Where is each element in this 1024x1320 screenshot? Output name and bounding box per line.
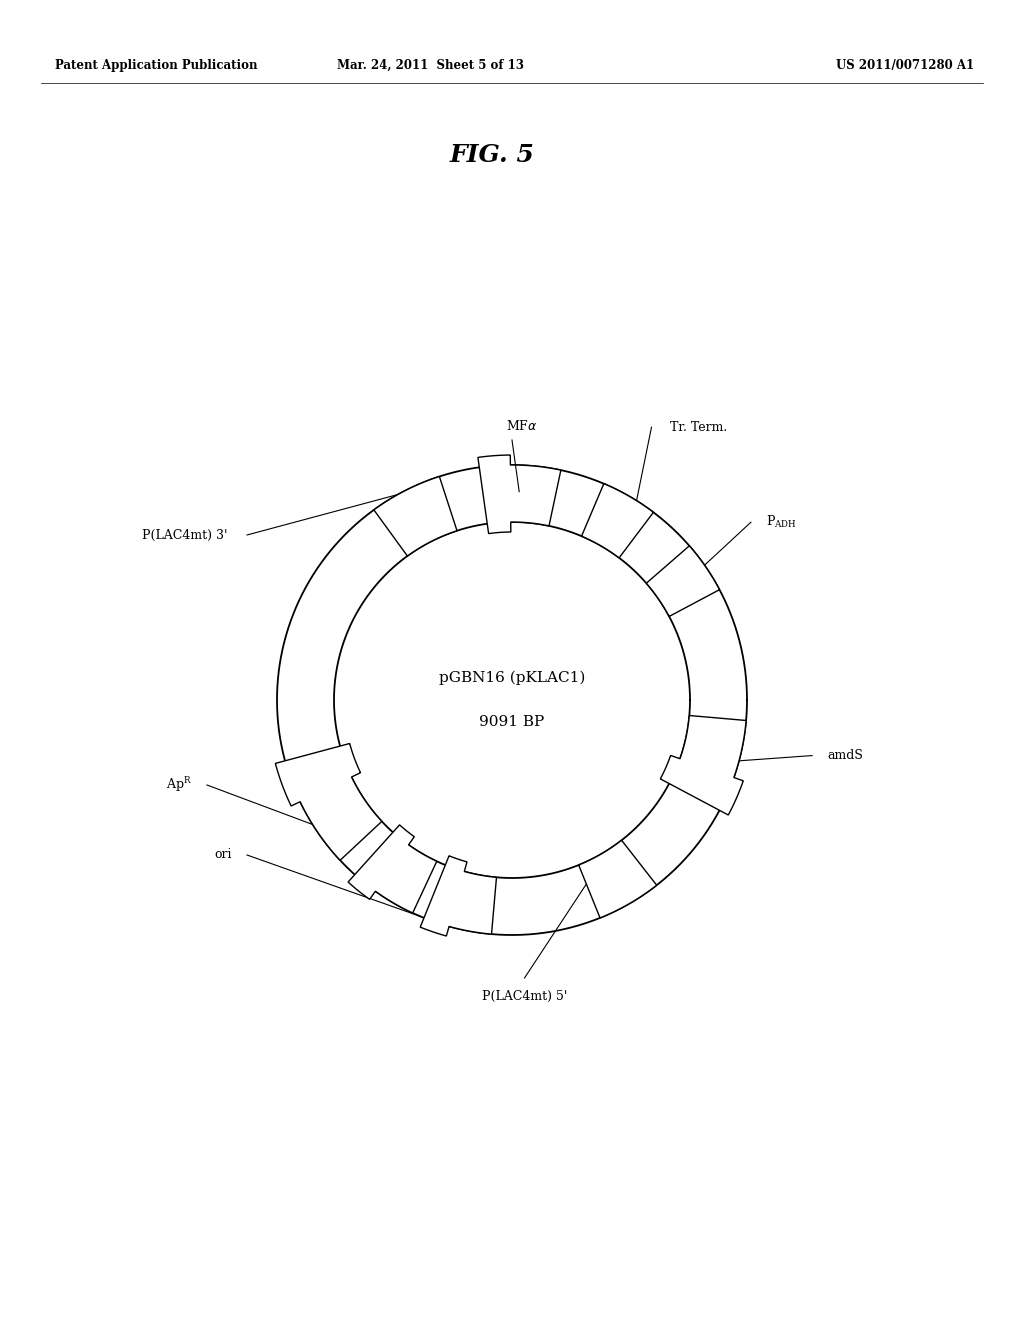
Polygon shape (478, 455, 561, 533)
Text: pGBN16 (pKLAC1): pGBN16 (pKLAC1) (439, 671, 585, 685)
Polygon shape (646, 546, 720, 616)
Text: P$_{\mathregular{ADH}}$: P$_{\mathregular{ADH}}$ (766, 515, 797, 531)
Text: Mar. 24, 2011  Sheet 5 of 13: Mar. 24, 2011 Sheet 5 of 13 (337, 58, 523, 71)
Polygon shape (374, 477, 457, 556)
Text: FIG. 5: FIG. 5 (450, 143, 535, 168)
Polygon shape (579, 841, 656, 917)
Text: 9091 BP: 9091 BP (479, 715, 545, 729)
Text: Ap$^{\mathregular{R}}$: Ap$^{\mathregular{R}}$ (166, 776, 193, 795)
Text: P(LAC4mt) 5': P(LAC4mt) 5' (482, 990, 567, 1003)
Text: Tr. Term.: Tr. Term. (670, 421, 727, 434)
Text: amdS: amdS (827, 748, 863, 762)
Text: P(LAC4mt) 3': P(LAC4mt) 3' (141, 528, 227, 541)
Text: US 2011/0071280 A1: US 2011/0071280 A1 (836, 58, 974, 71)
Polygon shape (275, 743, 382, 861)
Polygon shape (348, 825, 437, 913)
Text: MF$\alpha$: MF$\alpha$ (506, 418, 538, 433)
Polygon shape (420, 855, 497, 936)
Text: ori: ori (214, 849, 232, 862)
Polygon shape (582, 483, 653, 558)
Polygon shape (660, 715, 746, 814)
Text: Patent Application Publication: Patent Application Publication (55, 58, 257, 71)
